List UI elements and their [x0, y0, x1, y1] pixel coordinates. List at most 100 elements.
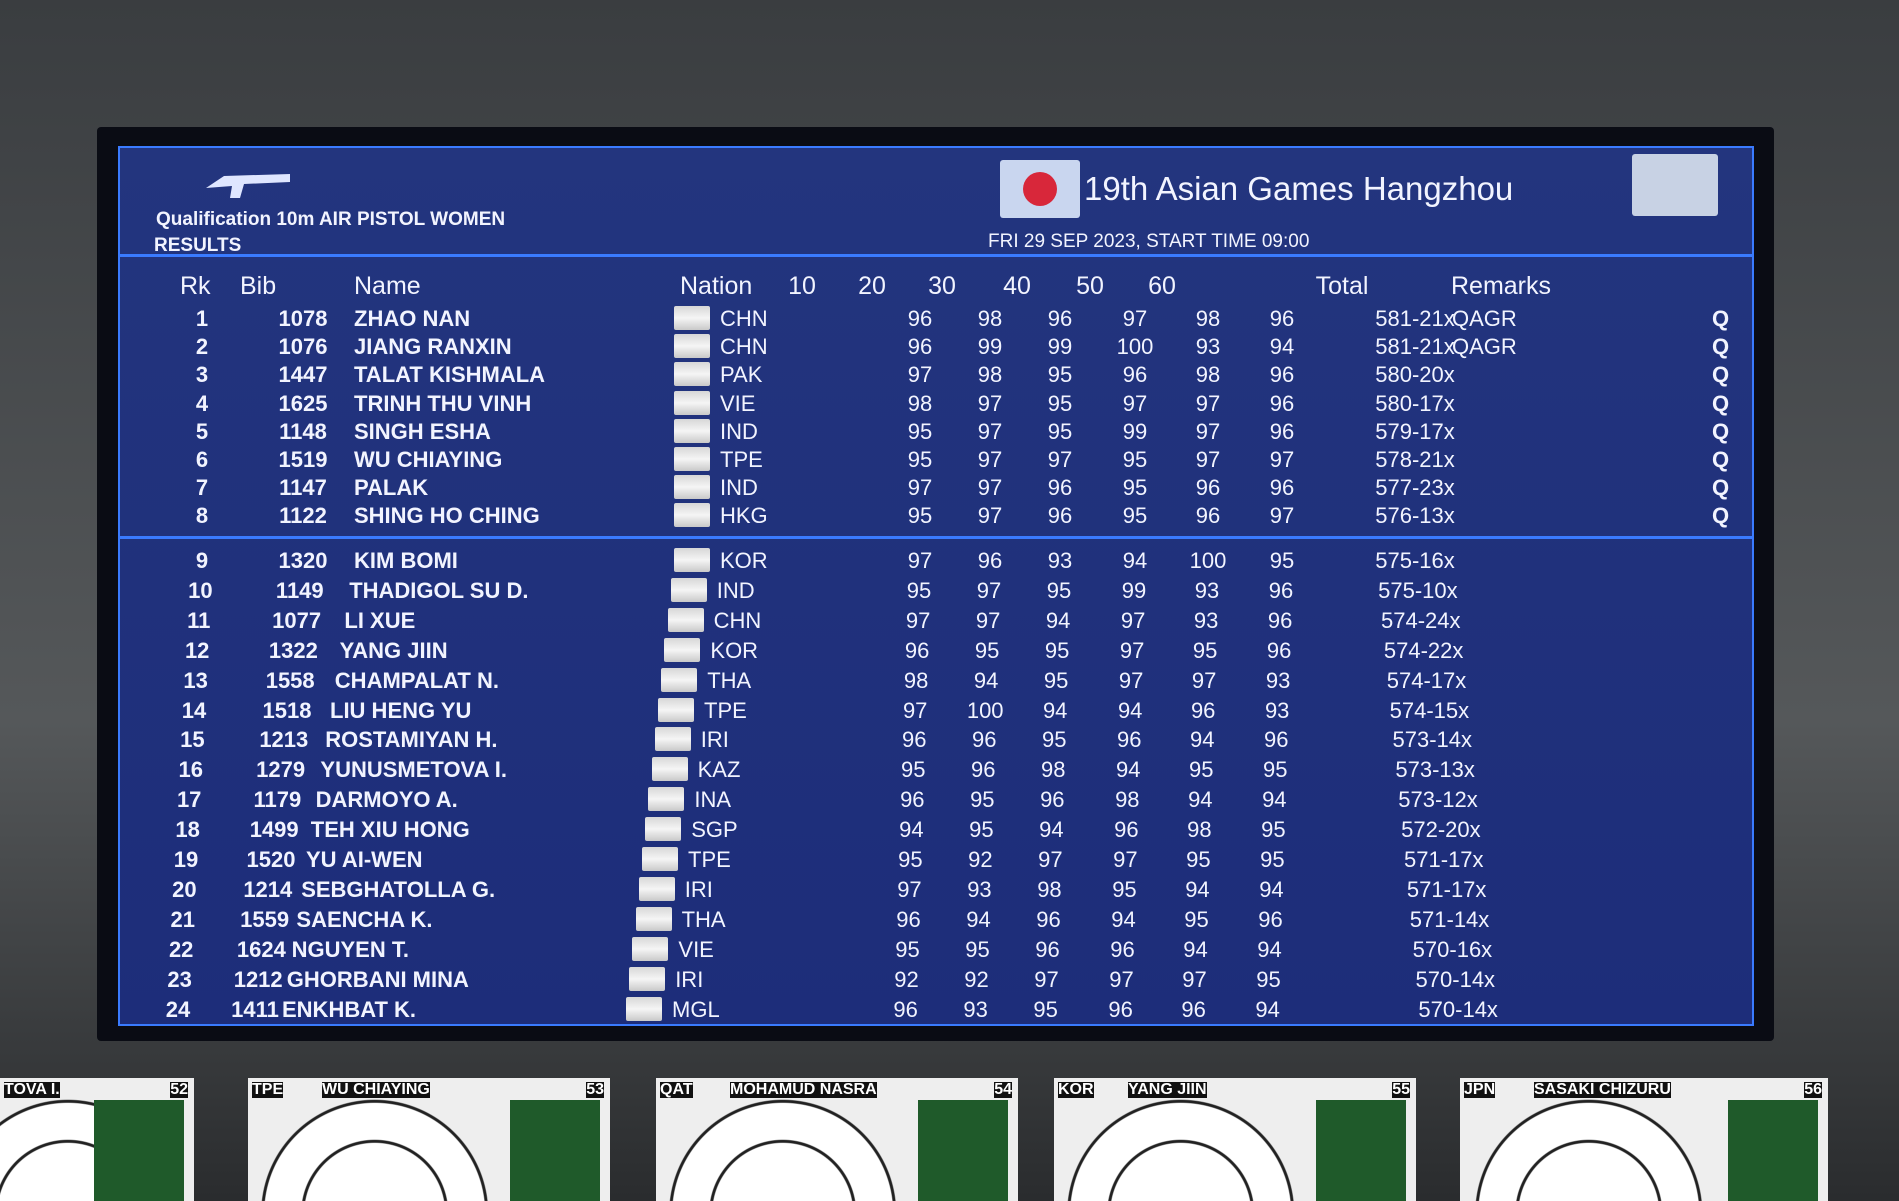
- rank: 9: [195, 548, 209, 573]
- athlete-name: TALAT KISHMALA: [354, 362, 546, 388]
- phase-title: RESULTS: [154, 235, 242, 256]
- series-score: 96: [1195, 475, 1221, 501]
- series-score: 95: [1260, 847, 1285, 872]
- series-score: 96: [1047, 306, 1073, 331]
- series-score: 95: [1261, 817, 1286, 843]
- series-score: 94: [1122, 548, 1148, 573]
- series-score: 93: [1047, 548, 1073, 573]
- bib: 1447: [278, 362, 328, 388]
- flag: [638, 876, 675, 901]
- flag: [667, 607, 704, 632]
- series-score: 97: [1269, 503, 1295, 529]
- nation: THA: [707, 667, 752, 693]
- series-score: 95: [1112, 876, 1137, 902]
- series-score: 95: [1047, 418, 1073, 444]
- series-score: 99: [977, 334, 1003, 360]
- series-score: 97: [1119, 637, 1145, 663]
- rank: 8: [195, 503, 209, 529]
- bib: 1624: [236, 936, 286, 962]
- total: 571-17x: [1406, 876, 1487, 902]
- series-score: 95: [1184, 906, 1209, 932]
- series-score: 97: [977, 475, 1003, 501]
- series-score: 96: [1108, 996, 1133, 1022]
- rank: 24: [165, 996, 191, 1022]
- monitor-athlete: YANG JIIN: [1128, 1081, 1207, 1098]
- series-score: 96: [1266, 637, 1292, 663]
- rank: 20: [172, 876, 197, 902]
- qualification-divider: [120, 536, 1752, 539]
- nation: THA: [681, 906, 726, 932]
- bib: 1559: [240, 906, 290, 932]
- bib: 1147: [279, 475, 327, 501]
- lane-monitor: KOR YANG JIIN 55: [1054, 1078, 1416, 1201]
- series-score: 95: [1047, 362, 1073, 388]
- nation: TPE: [704, 697, 747, 723]
- series-score: 94: [973, 667, 999, 693]
- nation: CHN: [720, 334, 768, 360]
- total: 575-16x: [1375, 548, 1455, 573]
- series-score: 97: [897, 876, 922, 902]
- rank: 18: [175, 817, 200, 843]
- flag: [635, 906, 672, 931]
- bib: 1279: [256, 757, 306, 783]
- athlete-name: SAENCHA K.: [296, 906, 433, 932]
- series-score: 97: [1195, 390, 1221, 416]
- total: 573-13x: [1395, 757, 1475, 783]
- bib: 1499: [249, 817, 299, 843]
- column-header: Remarks: [1451, 272, 1552, 300]
- flag: [674, 475, 710, 500]
- series-score: 98: [907, 390, 933, 416]
- rank: 21: [170, 906, 196, 932]
- nation: PAK: [720, 362, 763, 388]
- header-divider: [120, 254, 1752, 257]
- series-score: 100: [1116, 334, 1154, 360]
- rank: 6: [195, 447, 209, 472]
- bib: 1076: [278, 334, 328, 360]
- rank: 13: [183, 667, 208, 693]
- rank: 7: [195, 475, 209, 501]
- rank: 15: [180, 727, 205, 753]
- series-score: 93: [1264, 697, 1290, 723]
- flag: [674, 334, 710, 359]
- athlete-name: ROSTAMIYAN H.: [325, 727, 498, 753]
- rank: 16: [178, 757, 204, 783]
- total: 570-16x: [1412, 936, 1493, 962]
- series-score: 96: [1040, 787, 1065, 813]
- series-score: 97: [977, 503, 1003, 529]
- monitor-country: QAT: [660, 1081, 693, 1098]
- remarks: QAGR: [1452, 334, 1517, 360]
- flag: [661, 667, 698, 692]
- flag: [658, 697, 694, 722]
- nation: IND: [716, 577, 755, 603]
- series-score: 95: [1189, 757, 1214, 783]
- flag: [626, 996, 662, 1021]
- series-score: 95: [1256, 966, 1281, 992]
- series-score: 95: [1122, 447, 1148, 472]
- series-score: 96: [971, 757, 996, 783]
- series-score: 93: [967, 876, 992, 902]
- series-score: 97: [1195, 418, 1221, 444]
- series-score: 94: [1111, 906, 1136, 932]
- series-score: 98: [1115, 787, 1140, 813]
- flag: [674, 548, 710, 572]
- series-score: 96: [1269, 306, 1295, 331]
- series-score: 96: [896, 906, 921, 932]
- series-score: 96: [1122, 362, 1148, 388]
- total: 578-21x: [1375, 447, 1455, 472]
- bib: 1411: [231, 996, 279, 1022]
- series-score: 96: [1047, 475, 1073, 501]
- series-score: 95: [895, 936, 920, 962]
- series-score: 94: [1257, 936, 1282, 962]
- series-score: 97: [975, 607, 1001, 633]
- monitor-country: TPE: [252, 1081, 284, 1098]
- score-chart: [1728, 1100, 1818, 1201]
- monitor-country: JPN: [1464, 1081, 1496, 1098]
- rank: 17: [176, 787, 202, 813]
- series-score: 96: [1269, 362, 1295, 388]
- series-score: 93: [1265, 667, 1291, 693]
- rank: 12: [184, 637, 210, 663]
- total: 574-22x: [1383, 637, 1464, 663]
- total: 579-17x: [1375, 418, 1455, 444]
- series-score: 94: [966, 906, 991, 932]
